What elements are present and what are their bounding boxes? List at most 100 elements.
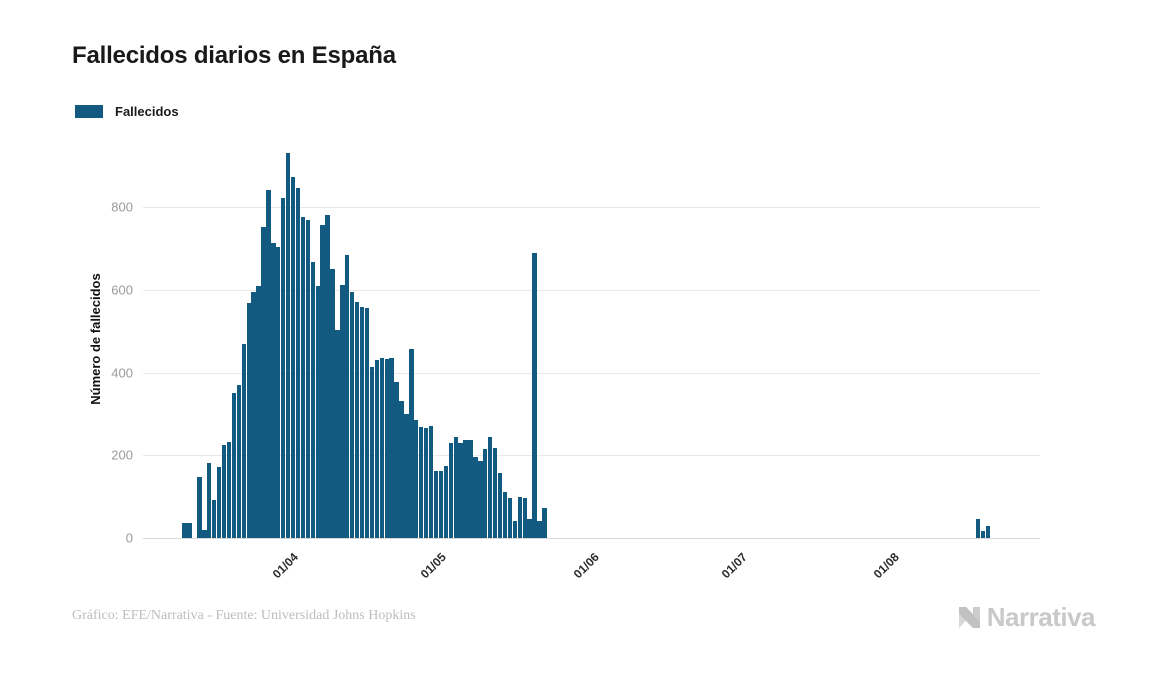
bar [389, 357, 394, 538]
bar [527, 519, 532, 538]
bar [364, 308, 370, 538]
bar [266, 190, 271, 538]
bar [512, 520, 517, 538]
bar [261, 226, 266, 538]
narrativa-logo-icon [958, 607, 980, 628]
bar [202, 530, 207, 538]
x-axis-line [143, 538, 1040, 539]
bar [463, 439, 468, 538]
bar [443, 465, 448, 538]
bar [374, 360, 379, 538]
bar [231, 393, 237, 538]
bar [271, 243, 276, 538]
bar [246, 303, 251, 538]
bar [256, 285, 261, 538]
legend-swatch-icon [75, 105, 103, 118]
bar [207, 463, 212, 538]
y-tick-label-200: 200 [111, 447, 133, 463]
bar [542, 507, 547, 538]
bar [980, 530, 986, 538]
bar [285, 153, 291, 538]
bar [320, 225, 325, 538]
gridline-y-800 [143, 207, 1040, 209]
bar [212, 499, 217, 538]
narrativa-logo: Narrativa [956, 602, 1096, 633]
bar [236, 384, 241, 538]
bar [394, 382, 399, 538]
bar [276, 246, 281, 538]
bar [532, 253, 537, 538]
bar [468, 439, 473, 538]
x-tick-label-01-07: 01/07 [718, 550, 750, 582]
gridline-y-400 [143, 372, 1040, 374]
bar [458, 442, 463, 538]
bar [300, 216, 306, 538]
x-tick-label-01-05: 01/05 [417, 550, 449, 582]
bar [241, 343, 246, 538]
bar [448, 443, 453, 538]
bar [419, 426, 424, 538]
bar [197, 476, 202, 538]
bar [354, 301, 360, 538]
bar [345, 255, 350, 538]
narrativa-logo-text: Narrativa [986, 602, 1096, 632]
x-tick-label-01-04: 01/04 [269, 550, 301, 582]
x-tick-label-01-06: 01/06 [570, 550, 602, 582]
bar [369, 367, 375, 538]
chart-title: Fallecidos diarios en España [72, 42, 396, 69]
bar [985, 525, 991, 538]
bar [488, 437, 493, 538]
bar [290, 176, 296, 538]
bar [330, 268, 335, 538]
legend-label: Fallecidos [115, 104, 179, 119]
bar [433, 470, 439, 538]
bar [221, 444, 227, 538]
bar [335, 329, 340, 538]
bar [478, 461, 483, 538]
bar [226, 442, 232, 538]
bar [453, 437, 458, 538]
bar [502, 491, 508, 538]
bar [187, 522, 192, 538]
credit-text: Gráfico: EFE/Narrativa - Fuente: Univers… [72, 608, 416, 623]
y-tick-label-400: 400 [111, 365, 133, 380]
bar [216, 466, 222, 538]
bar [414, 420, 419, 538]
bar [473, 457, 478, 538]
y-tick-label-600: 600 [111, 282, 133, 298]
bar [251, 291, 256, 538]
bar [384, 358, 389, 538]
legend: Fallecidos [75, 104, 179, 119]
bar [537, 520, 542, 538]
bar [379, 358, 384, 538]
bar [438, 470, 444, 538]
bar [182, 522, 187, 538]
bar [492, 447, 498, 538]
bar [483, 449, 488, 538]
x-tick-label-01-08: 01/08 [871, 550, 903, 582]
bar [305, 220, 310, 538]
bar [281, 198, 286, 538]
bar [423, 428, 429, 538]
y-tick-label-800: 800 [111, 199, 133, 215]
bar [295, 188, 301, 538]
plot-area: 0 200 400 600 800 01/04 01/05 01/06 01/07 01/08 [111, 140, 1040, 581]
bar [522, 497, 527, 538]
bar [350, 291, 355, 538]
bar [507, 497, 513, 538]
bar [517, 497, 522, 538]
bar [404, 413, 409, 538]
gridline-y-200 [143, 455, 1040, 457]
bar [428, 426, 434, 538]
gridline-y-600 [143, 289, 1040, 291]
bar [399, 401, 404, 538]
bar [359, 306, 365, 538]
bar [409, 348, 414, 538]
y-tick-label-0: 0 [125, 530, 133, 546]
bar [315, 286, 320, 538]
bar [325, 215, 330, 538]
bar [497, 473, 503, 538]
bar [975, 518, 981, 538]
bar [310, 261, 315, 538]
